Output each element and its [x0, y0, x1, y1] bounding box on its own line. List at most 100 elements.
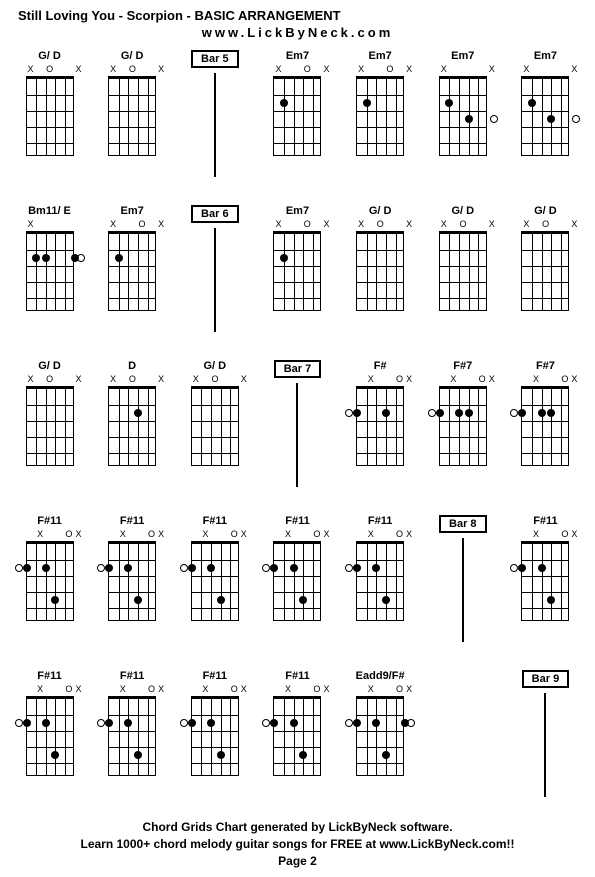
chord-diagram: XOX: [351, 374, 409, 466]
page-subtitle: www.LickByNeck.com: [12, 25, 583, 40]
chord-diagram: XOX: [103, 529, 161, 621]
chord-name: F#11: [368, 515, 392, 529]
chord-diagram: XOX: [268, 219, 326, 311]
chord-name: G/ D: [451, 205, 474, 219]
chord-diagram: XOX: [21, 64, 79, 156]
bar-line: [214, 228, 216, 332]
chord-diagram: X: [21, 219, 79, 311]
chord-row: G/ DXOXDXOXG/ DXOXBar 7F#XOXF#7XOXF#7XOX: [12, 360, 583, 487]
chord-name: G/ D: [369, 205, 392, 219]
chord-name: F#11: [285, 515, 309, 529]
chord-row: Bm11/ EXEm7XOXBar 6Em7XOXG/ DXOXG/ DXOXG…: [12, 205, 583, 332]
chord-diagram: XOX: [516, 529, 574, 621]
chord-name: F#11: [285, 670, 309, 684]
chord-name: G/ D: [534, 205, 557, 219]
chord-name: Em7: [534, 50, 557, 64]
chord-name: F#11: [203, 515, 227, 529]
chord-name: G/ D: [38, 360, 61, 374]
chord-diagram: XOX: [351, 219, 409, 311]
chord-cell: F#7XOX: [425, 360, 500, 466]
chord-name: G/ D: [38, 50, 61, 64]
chord-diagram: XOX: [351, 684, 409, 776]
chord-diagram: XOX: [268, 64, 326, 156]
chord-name: Eadd9/F#: [356, 670, 405, 684]
chord-cell: G/ DXOX: [95, 50, 170, 156]
chord-cell: F#11XOX: [177, 670, 252, 776]
chord-diagram: XOX: [21, 684, 79, 776]
chord-diagram: XOX: [351, 64, 409, 156]
chord-diagram: XOX: [103, 684, 161, 776]
bar-line: [462, 538, 464, 642]
page-title: Still Loving You - Scorpion - BASIC ARRA…: [18, 8, 583, 23]
chord-diagram: XOX: [21, 529, 79, 621]
chord-name: F#11: [37, 515, 61, 529]
bar-label: Bar 7: [274, 360, 322, 378]
chord-row: G/ DXOXG/ DXOXBar 5Em7XOXEm7XOXEm7XXEm7X…: [12, 50, 583, 177]
footer-page: Page 2: [12, 853, 583, 870]
bar-line: [296, 383, 298, 487]
chord-cell: Em7XX: [425, 50, 500, 156]
chord-cell: F#11XOX: [95, 670, 170, 776]
chord-diagram: XOX: [103, 219, 161, 311]
chord-cell: Em7XOX: [260, 50, 335, 156]
chord-cell: Em7XX: [508, 50, 583, 156]
chord-diagram: XOX: [186, 529, 244, 621]
bar-label: Bar 6: [191, 205, 239, 223]
chord-name: Em7: [369, 50, 392, 64]
chord-diagram: XOX: [103, 64, 161, 156]
chord-diagram: XOX: [268, 684, 326, 776]
bar-marker: Bar 5: [177, 50, 252, 177]
chord-cell: F#11XOX: [12, 670, 87, 776]
chord-diagram: XOX: [268, 529, 326, 621]
chord-name: G/ D: [204, 360, 227, 374]
chord-diagram: XOX: [516, 219, 574, 311]
page-footer: Chord Grids Chart generated by LickByNec…: [12, 819, 583, 869]
chord-cell: DXOX: [95, 360, 170, 466]
chord-cell: F#11XOX: [177, 515, 252, 621]
chord-cell: G/ DXOX: [343, 205, 418, 311]
footer-line1: Chord Grids Chart generated by LickByNec…: [12, 819, 583, 836]
chord-cell: F#11XOX: [343, 515, 418, 621]
chord-diagram: XOX: [434, 219, 492, 311]
chord-row: F#11XOXF#11XOXF#11XOXF#11XOXEadd9/F#XOXB…: [12, 670, 583, 797]
chord-name: D: [128, 360, 136, 374]
chord-name: F#7: [536, 360, 555, 374]
chord-diagram: XOX: [434, 374, 492, 466]
chord-name: F#11: [120, 670, 144, 684]
chord-cell: Eadd9/F#XOX: [343, 670, 418, 776]
footer-line2: Learn 1000+ chord melody guitar songs fo…: [12, 836, 583, 853]
chord-name: F#7: [453, 360, 472, 374]
chord-name: G/ D: [121, 50, 144, 64]
bar-label: Bar 8: [439, 515, 487, 533]
chord-diagram: XOX: [516, 374, 574, 466]
chord-cell: F#11XOX: [95, 515, 170, 621]
chord-name: Bm11/ E: [28, 205, 71, 219]
chord-cell: F#11XOX: [260, 515, 335, 621]
bar-marker: Bar 7: [260, 360, 335, 487]
chord-diagram: XOX: [351, 529, 409, 621]
chord-name: F#: [374, 360, 387, 374]
bar-label: Bar 5: [191, 50, 239, 68]
bar-label: Bar 9: [522, 670, 570, 688]
chord-cell: G/ DXOX: [425, 205, 500, 311]
chord-cell: F#11XOX: [12, 515, 87, 621]
chord-name: F#11: [203, 670, 227, 684]
chord-cell: F#XOX: [343, 360, 418, 466]
chord-cell: G/ DXOX: [12, 50, 87, 156]
chord-cell: F#7XOX: [508, 360, 583, 466]
chord-diagram: XOX: [103, 374, 161, 466]
bar-line: [544, 693, 546, 797]
chord-name: Em7: [286, 50, 309, 64]
chord-cell: Bm11/ EX: [12, 205, 87, 311]
bar-marker: Bar 9: [508, 670, 583, 797]
chord-cell: Em7XOX: [95, 205, 170, 311]
chord-diagram: XOX: [186, 374, 244, 466]
bar-line: [214, 73, 216, 177]
chord-cell: G/ DXOX: [12, 360, 87, 466]
chord-diagram: XX: [516, 64, 574, 156]
chord-row: F#11XOXF#11XOXF#11XOXF#11XOXF#11XOXBar 8…: [12, 515, 583, 642]
chord-cell: F#11XOX: [508, 515, 583, 621]
chord-name: F#11: [533, 515, 557, 529]
chord-rows: G/ DXOXG/ DXOXBar 5Em7XOXEm7XOXEm7XXEm7X…: [12, 50, 583, 797]
chord-diagram: XX: [434, 64, 492, 156]
